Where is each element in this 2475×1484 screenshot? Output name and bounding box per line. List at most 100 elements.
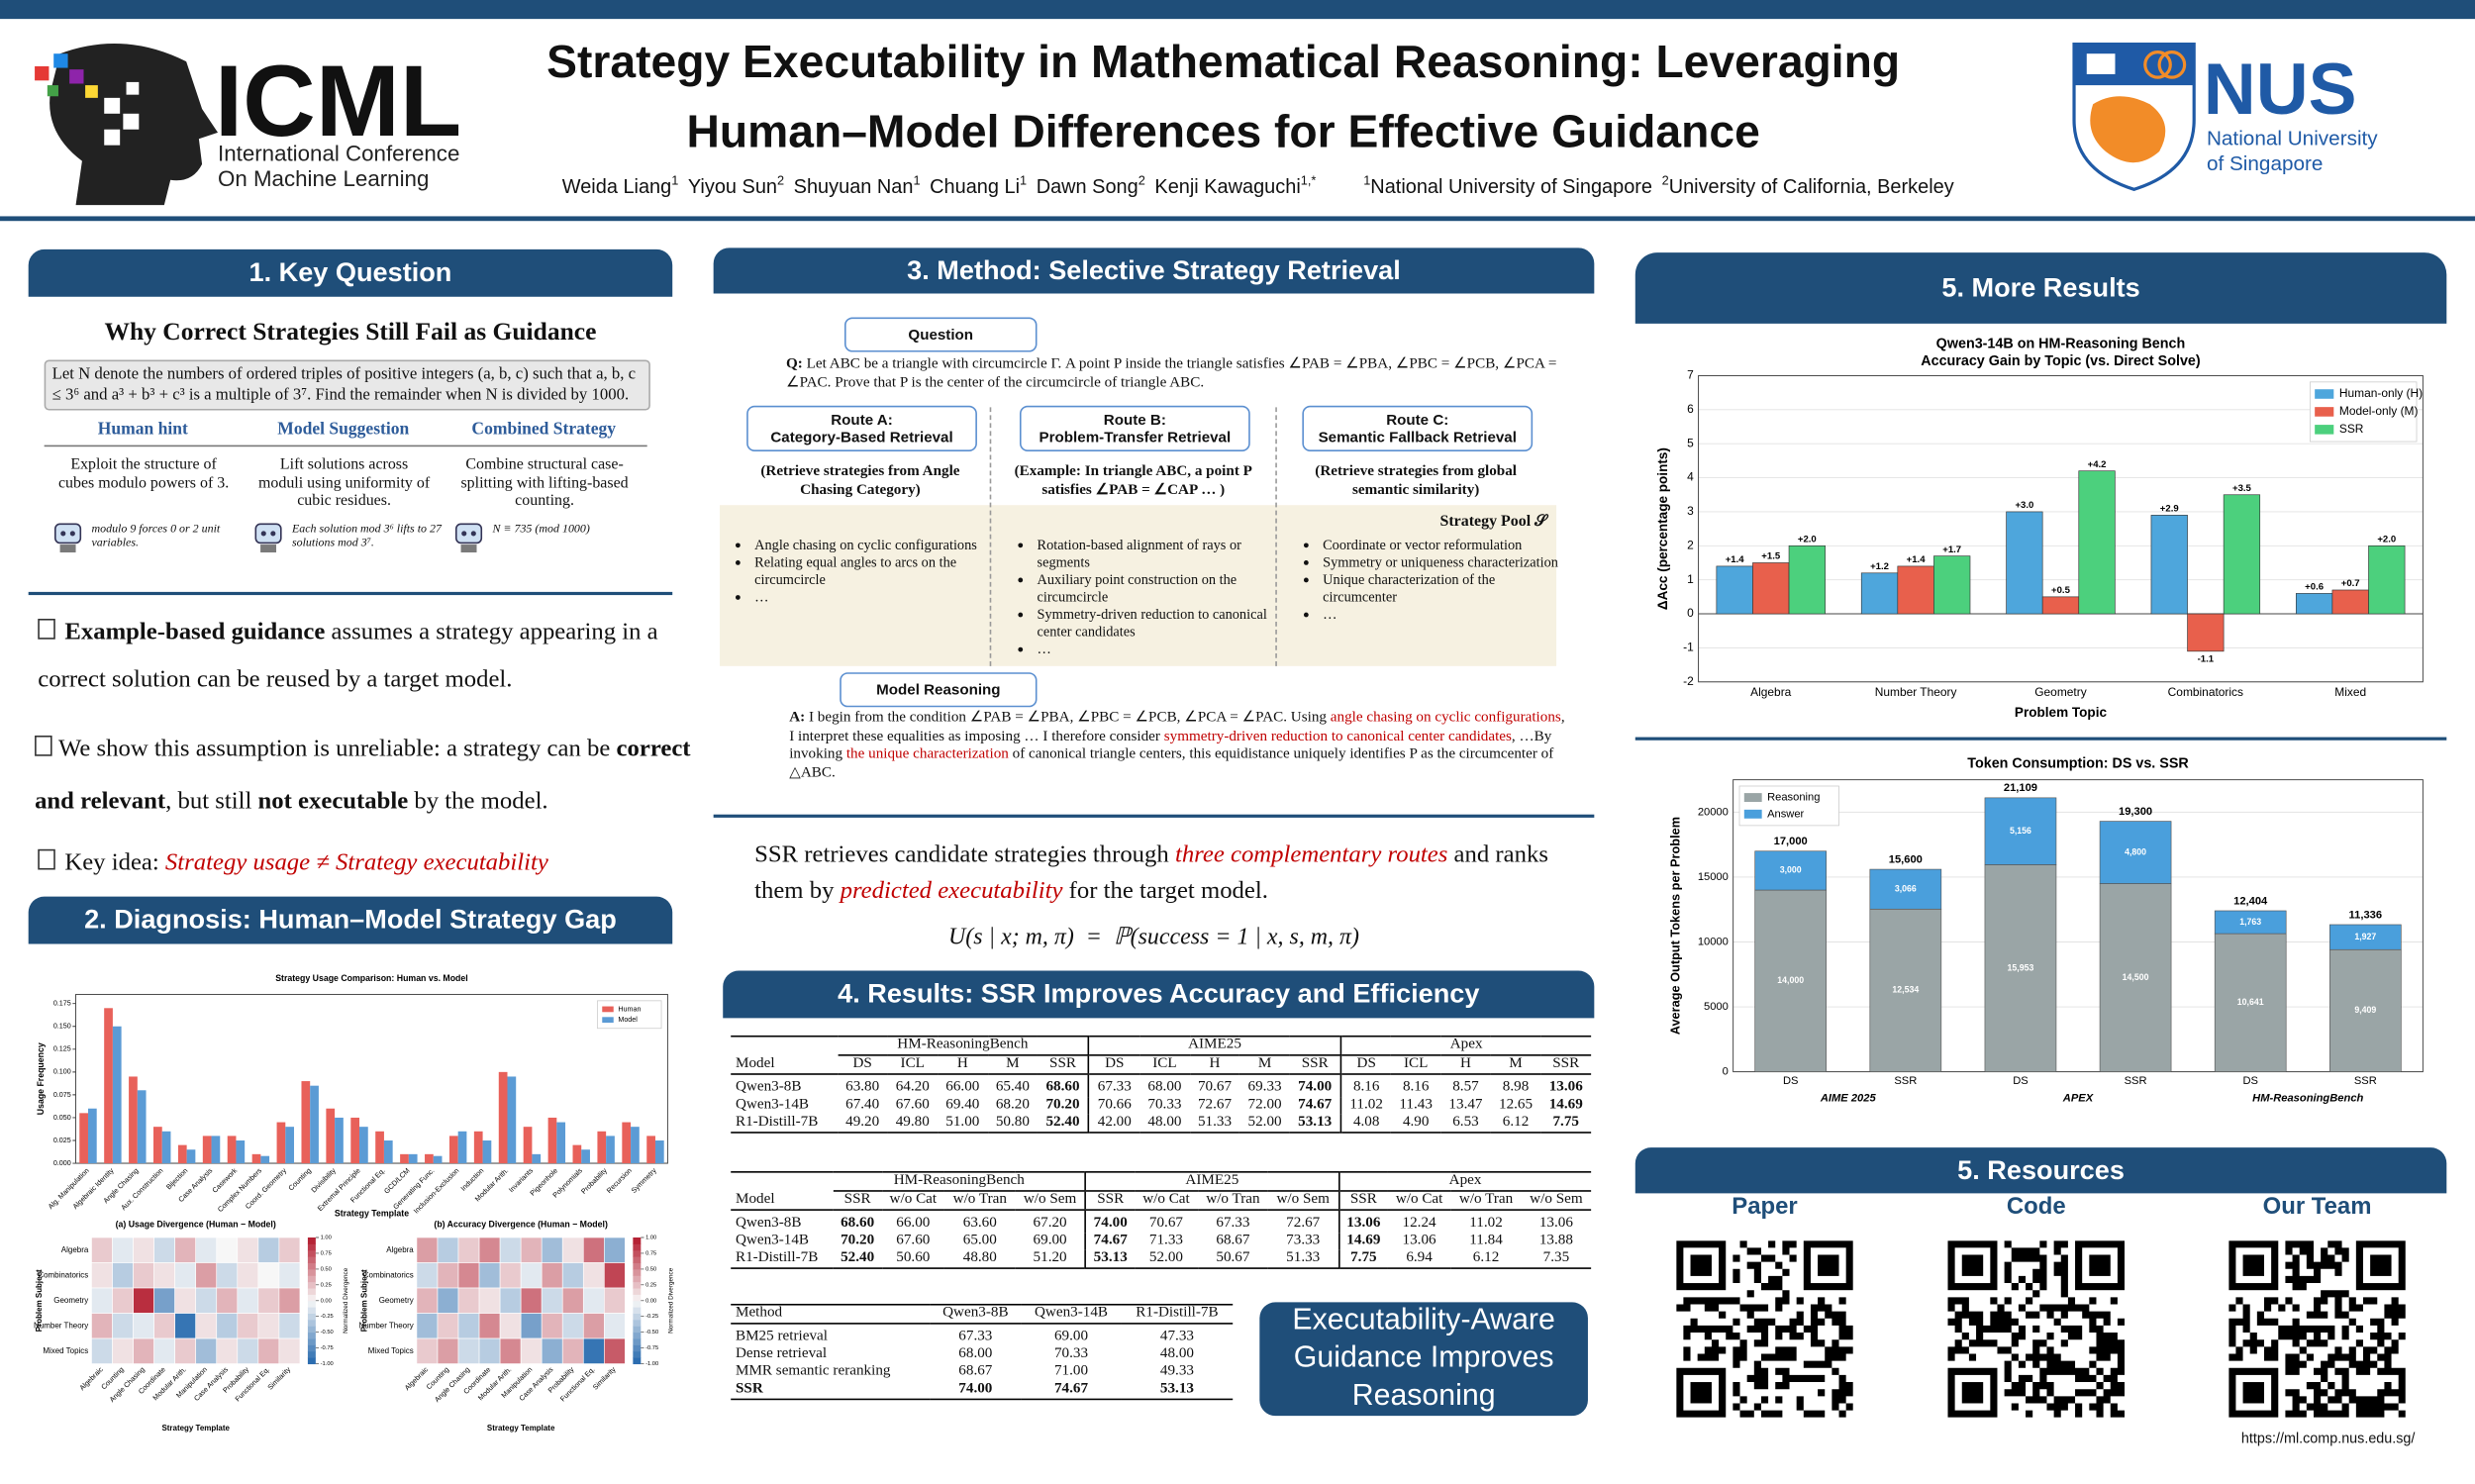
heat-cell <box>561 1262 584 1289</box>
bullet-text: assumes a strategy appearing in a correc… <box>38 619 658 693</box>
bar <box>211 1136 221 1164</box>
heat-cell <box>216 1313 239 1339</box>
heatmap: (b) Accuracy Divergence (Human − Model) A… <box>359 1220 675 1433</box>
group-head: Apex <box>1339 1036 1592 1056</box>
heat-cell <box>604 1313 626 1339</box>
cell: 8.57 <box>1452 1079 1479 1096</box>
value-label: 3,066 <box>1895 883 1917 893</box>
heat-cell <box>520 1262 543 1289</box>
robot-icon <box>254 523 282 553</box>
cell: 70.67 <box>1148 1215 1183 1232</box>
usage-chart: Strategy Usage Comparison: Human vs. Mod… <box>36 973 668 1218</box>
bar <box>383 1140 393 1164</box>
colorbar-step <box>307 1249 316 1257</box>
column-note: N ≡ 735 (mod 1000) <box>492 521 590 536</box>
cell: 13.06 <box>1402 1233 1436 1249</box>
heat-cell <box>278 1262 301 1289</box>
x-tick-label: Number Theory <box>1875 685 1957 699</box>
bullet: Example-based guidance assumes a strateg… <box>38 609 682 704</box>
row-label: Number Theory <box>359 1321 414 1330</box>
question: Q: Let ABC be a triangle with circumcirc… <box>786 356 1575 393</box>
heat-cell <box>112 1287 134 1314</box>
heat-cell <box>582 1262 605 1289</box>
column-head: M <box>987 1054 1039 1075</box>
heat-cell <box>195 1237 218 1263</box>
colorbar-step <box>633 1268 642 1276</box>
qr-finder <box>1690 1382 1712 1404</box>
icon <box>35 735 52 756</box>
row-label: Mixed Topics <box>368 1346 414 1355</box>
column-head: M <box>1239 1054 1290 1075</box>
legend-label: Answer <box>1767 808 1804 820</box>
heat-cell <box>582 1313 605 1339</box>
colorbar-step <box>307 1256 316 1263</box>
divider <box>1275 407 1277 666</box>
y-tick-label: 4 <box>1687 470 1694 484</box>
heat-cell <box>437 1337 459 1364</box>
rect <box>69 69 84 84</box>
university-full: of Singapore <box>2207 152 2324 175</box>
cell: 67.20 <box>1033 1215 1067 1232</box>
bullet: Key idea: Strategy usage ≠ Strategy exec… <box>38 848 682 878</box>
chart-subtitle: Accuracy Gain by Topic (vs. Direct Solve… <box>1921 353 2201 369</box>
x-tick-label: Combinatorics <box>2168 685 2243 699</box>
s-emph: predicted executability <box>840 877 1063 905</box>
rect <box>123 113 140 130</box>
x-axis-label: Strategy Template <box>487 1424 555 1433</box>
rect <box>2086 53 2116 74</box>
x-axis-label: Strategy Template <box>335 1208 409 1218</box>
bar <box>2006 511 2043 615</box>
qr-finder <box>1676 1367 1727 1418</box>
column-head: w/o Sem <box>1521 1190 1592 1211</box>
value-label: +1.5 <box>1761 551 1781 562</box>
heat-cell <box>604 1287 626 1314</box>
heat-cell <box>112 1313 134 1339</box>
heat-cell <box>237 1337 259 1364</box>
legend-swatch <box>2315 407 2334 417</box>
cell: 67.33 <box>1216 1215 1250 1232</box>
colorbar-label: -1.00 <box>645 1361 658 1367</box>
y-tick-label: 1 <box>1687 572 1694 586</box>
y-axis-label: Problem Subject <box>359 1269 368 1332</box>
section-heading: 4. Results: SSR Improves Accuracy and Ef… <box>723 970 1595 1019</box>
cell: 50.80 <box>995 1114 1030 1131</box>
cell: 66.00 <box>896 1215 931 1232</box>
heat-cell <box>416 1237 439 1263</box>
heat-cell <box>174 1237 197 1263</box>
column-head: Method <box>731 1304 931 1325</box>
qr-finder <box>2089 1254 2111 1276</box>
conference: ICML <box>215 45 461 157</box>
cell: 53.13 <box>1298 1114 1333 1131</box>
bar <box>425 1153 434 1164</box>
cell: 49.80 <box>895 1114 930 1131</box>
summary: SSR retrieves candidate strategies throu… <box>754 837 1575 909</box>
author-aff: 1 <box>671 173 679 188</box>
heat-cell <box>604 1262 626 1289</box>
colorbar-step <box>633 1294 642 1302</box>
heat-cell <box>257 1313 280 1339</box>
cell: 8.16 <box>1402 1079 1430 1096</box>
chart-title: (b) Accuracy Divergence (Human − Model) <box>434 1220 608 1230</box>
heat-cell <box>478 1262 501 1289</box>
row-label: Algebra <box>61 1245 89 1254</box>
column-head: w/o Cat <box>1135 1190 1198 1211</box>
y-tick-label: 6 <box>1687 402 1694 416</box>
heat-cell <box>153 1237 175 1263</box>
bullet: We show this assumption is unreliable: a… <box>35 723 698 827</box>
cell: 72.67 <box>1286 1215 1321 1232</box>
x-tick-label: Algebra <box>1750 685 1792 699</box>
cell: Dense retrieval <box>735 1346 828 1362</box>
author: Kenji Kawaguchi <box>1154 175 1301 198</box>
colorbar-step <box>633 1237 642 1244</box>
heat-cell <box>257 1337 280 1364</box>
heat-cell <box>478 1337 501 1364</box>
heat-cell <box>91 1337 113 1364</box>
author-aff: 1 <box>913 173 921 188</box>
heat-cell <box>91 1262 113 1289</box>
qr-finder <box>2228 1367 2279 1418</box>
cell: 7.75 <box>1552 1114 1579 1131</box>
bar <box>2078 470 2116 615</box>
x-tick-label: DS <box>2242 1075 2258 1087</box>
column-head: DS <box>837 1054 888 1075</box>
table-wrap: HM-ReasoningBench AIME25 Apex Model SSR w/o C… <box>731 1171 1592 1269</box>
